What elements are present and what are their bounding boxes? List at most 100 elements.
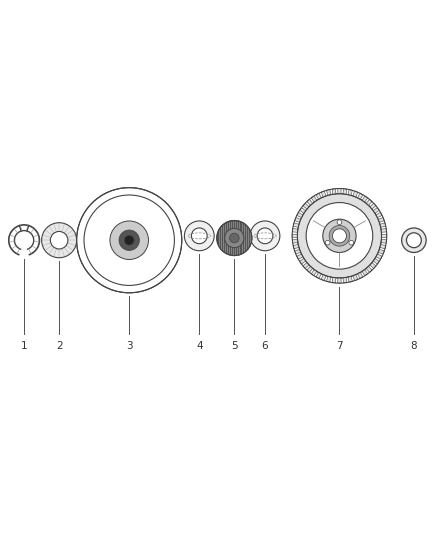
Circle shape: [337, 220, 342, 224]
Polygon shape: [120, 188, 127, 196]
Circle shape: [77, 188, 182, 293]
Text: 1: 1: [21, 341, 28, 351]
Polygon shape: [300, 259, 306, 264]
Polygon shape: [373, 207, 379, 213]
Polygon shape: [120, 285, 127, 293]
Polygon shape: [119, 224, 125, 231]
Polygon shape: [335, 246, 339, 253]
Circle shape: [329, 225, 350, 246]
Circle shape: [119, 230, 139, 251]
Polygon shape: [378, 249, 384, 254]
Circle shape: [217, 221, 252, 255]
Polygon shape: [325, 224, 332, 230]
Polygon shape: [366, 199, 372, 205]
Circle shape: [349, 240, 353, 245]
Polygon shape: [326, 276, 331, 282]
Polygon shape: [124, 251, 128, 257]
Polygon shape: [350, 234, 356, 238]
Polygon shape: [85, 264, 94, 274]
Polygon shape: [307, 266, 313, 272]
Polygon shape: [115, 246, 122, 253]
Polygon shape: [149, 193, 158, 203]
Polygon shape: [295, 249, 301, 254]
Polygon shape: [323, 234, 328, 238]
Polygon shape: [115, 228, 122, 234]
Polygon shape: [348, 276, 353, 282]
Polygon shape: [112, 238, 118, 242]
Polygon shape: [321, 274, 326, 281]
Polygon shape: [134, 249, 140, 256]
Polygon shape: [307, 199, 313, 205]
Polygon shape: [110, 189, 118, 198]
Polygon shape: [77, 247, 86, 254]
Circle shape: [230, 233, 239, 243]
Polygon shape: [130, 251, 134, 257]
Polygon shape: [293, 223, 299, 227]
Polygon shape: [119, 249, 125, 256]
Polygon shape: [157, 199, 167, 208]
Polygon shape: [139, 232, 146, 238]
Polygon shape: [295, 217, 301, 222]
Polygon shape: [349, 229, 356, 233]
Polygon shape: [112, 243, 120, 248]
Polygon shape: [381, 229, 387, 232]
Polygon shape: [321, 191, 326, 197]
Polygon shape: [353, 274, 358, 281]
Polygon shape: [340, 246, 344, 253]
Polygon shape: [332, 277, 336, 283]
Ellipse shape: [97, 236, 179, 260]
Polygon shape: [325, 242, 332, 248]
Polygon shape: [338, 278, 341, 283]
Circle shape: [110, 221, 148, 260]
Polygon shape: [292, 229, 298, 232]
Polygon shape: [381, 239, 387, 243]
Circle shape: [225, 229, 244, 248]
Circle shape: [328, 225, 350, 247]
Polygon shape: [77, 237, 84, 244]
Polygon shape: [292, 234, 297, 238]
Polygon shape: [131, 188, 138, 196]
Polygon shape: [80, 256, 89, 264]
Polygon shape: [311, 196, 317, 202]
Polygon shape: [338, 189, 341, 194]
Polygon shape: [131, 285, 138, 293]
Polygon shape: [358, 193, 363, 199]
Polygon shape: [347, 242, 353, 248]
Circle shape: [50, 231, 68, 249]
Circle shape: [406, 233, 421, 248]
Polygon shape: [293, 245, 299, 249]
Polygon shape: [303, 203, 309, 209]
Text: 2: 2: [56, 341, 63, 351]
Text: 6: 6: [261, 341, 268, 351]
Text: 5: 5: [231, 341, 238, 351]
Polygon shape: [344, 245, 349, 251]
Polygon shape: [297, 212, 303, 217]
Text: 8: 8: [410, 341, 417, 351]
Polygon shape: [297, 254, 303, 260]
Circle shape: [402, 228, 426, 253]
Polygon shape: [80, 216, 89, 224]
Polygon shape: [330, 245, 335, 251]
Polygon shape: [292, 239, 298, 243]
Polygon shape: [335, 219, 339, 225]
Polygon shape: [173, 247, 181, 254]
Polygon shape: [124, 223, 128, 230]
Polygon shape: [370, 203, 376, 209]
Polygon shape: [130, 223, 134, 230]
Circle shape: [118, 229, 140, 251]
Circle shape: [297, 194, 381, 278]
Polygon shape: [92, 272, 101, 281]
Polygon shape: [344, 221, 349, 227]
Polygon shape: [332, 189, 336, 195]
Circle shape: [297, 194, 381, 278]
Polygon shape: [137, 228, 144, 234]
Polygon shape: [77, 226, 86, 233]
Circle shape: [42, 223, 77, 258]
Polygon shape: [376, 254, 382, 260]
Polygon shape: [169, 216, 178, 224]
Polygon shape: [85, 207, 94, 216]
Polygon shape: [112, 232, 120, 238]
Polygon shape: [362, 196, 368, 202]
Circle shape: [323, 219, 356, 253]
Polygon shape: [300, 207, 306, 213]
